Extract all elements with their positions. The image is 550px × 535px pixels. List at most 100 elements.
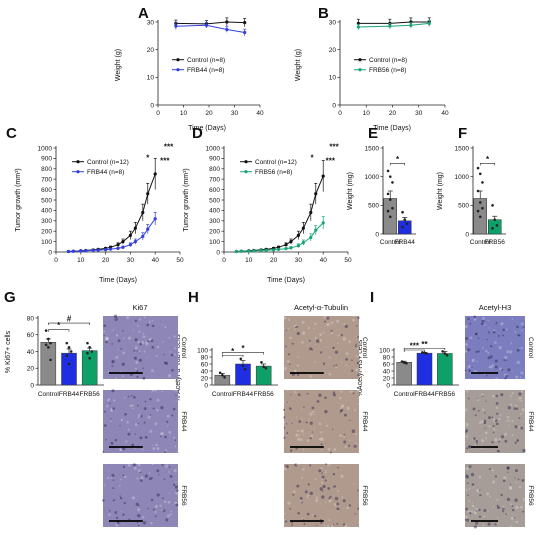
ihc-texture-dot [175, 451, 177, 453]
ihc-texture-dot [156, 447, 160, 451]
ihc-texture-dot [357, 373, 360, 377]
ihc-texture-dot [108, 513, 111, 516]
ihc-texture-dot [481, 346, 484, 349]
ihc-texture-dot [295, 324, 297, 327]
y-tick-label-C: 100 [41, 239, 52, 246]
ihc-texture-dot [324, 320, 327, 323]
ihc-texture-dot [497, 522, 499, 525]
ihc-texture-dot [156, 345, 160, 349]
ihc-texture-dot [122, 523, 125, 526]
ihc-texture-dot [494, 321, 498, 325]
y-tick-label-B: 20 [329, 47, 337, 54]
data-point-C [116, 243, 120, 247]
ihc-texture-dot [161, 509, 164, 512]
ihc-texture-dot [314, 514, 317, 518]
data-point-G [90, 350, 94, 353]
ihc-texture-dot [346, 406, 350, 410]
ihc-texture-dot [329, 451, 332, 454]
data-point-D [252, 249, 256, 253]
ihc-texture-dot [353, 315, 356, 318]
ihc-texture-dot [149, 429, 153, 433]
ihc-texture-dot [160, 432, 163, 436]
legend-label-C: FRB44 (n=8) [87, 169, 124, 176]
ihc-texture-dot [496, 516, 499, 519]
ihc-texture-dot [136, 324, 139, 327]
ihc-texture-dot [164, 361, 169, 365]
ihc-texture-dot [507, 471, 509, 473]
stain-row-label-H: Control [361, 337, 368, 359]
ihc-texture-dot [465, 422, 469, 426]
ihc-texture-dot [291, 422, 293, 425]
category-label-G: FRB56 [80, 391, 101, 398]
y-tick-label-E: 1000 [365, 174, 380, 181]
y-tick-label-H: 100 [197, 347, 208, 354]
y-tick-label-D: 300 [209, 218, 220, 225]
ihc-texture-dot [164, 451, 167, 453]
ihc-texture-dot [136, 375, 139, 378]
ihc-texture-dot [163, 354, 165, 356]
ihc-texture-dot [137, 404, 139, 407]
ihc-texture-dot [343, 413, 347, 417]
ihc-texture-dot [294, 328, 296, 331]
ihc-texture-dot [308, 495, 311, 498]
ihc-texture-dot [114, 501, 116, 503]
ihc-texture-dot [302, 434, 305, 436]
ihc-texture-dot [150, 369, 155, 373]
data-point-C [153, 172, 157, 176]
y-tick-label-C: 400 [41, 208, 52, 215]
x-axis-label-C: Time (Days) [99, 277, 137, 284]
ihc-texture-dot [172, 407, 176, 411]
ihc-texture-dot [136, 477, 139, 480]
ihc-texture-dot [477, 337, 480, 340]
data-point-C [121, 245, 125, 249]
bar-I-FRB56 [437, 353, 453, 386]
ihc-texture-dot [132, 463, 136, 467]
panel-letter-A: A [138, 5, 149, 22]
ihc-texture-dot [507, 406, 511, 410]
ihc-texture-dot [127, 395, 130, 398]
ihc-texture-dot [150, 476, 153, 480]
category-label-I: Control [394, 391, 416, 398]
ihc-texture-dot [108, 370, 110, 373]
ihc-texture-dot [332, 347, 335, 349]
ihc-texture-dot [479, 489, 481, 491]
ihc-texture-dot [292, 493, 295, 496]
ihc-texture-dot [161, 324, 163, 326]
ihc-texture-dot [142, 521, 147, 525]
ihc-texture-dot [353, 409, 357, 412]
ihc-texture-dot [352, 318, 355, 322]
ihc-texture-dot [318, 469, 322, 473]
ihc-texture-dot [175, 503, 179, 507]
ihc-texture-dot [102, 499, 105, 502]
ihc-texture-dot [351, 390, 354, 393]
ihc-texture-dot [122, 337, 125, 339]
ihc-texture-dot [133, 395, 136, 399]
y-tick-label-G: 80 [27, 315, 35, 322]
ihc-texture-dot [484, 324, 486, 326]
ihc-texture-dot [319, 487, 323, 491]
ihc-texture-dot [357, 402, 360, 405]
ihc-texture-dot [156, 398, 160, 402]
data-point-F [491, 226, 494, 230]
ihc-texture-dot [162, 341, 165, 343]
data-point-D [239, 249, 243, 253]
ihc-texture-dot [143, 407, 147, 411]
ihc-texture-dot [336, 319, 340, 323]
ihc-texture-dot [137, 340, 141, 344]
ihc-texture-dot [117, 348, 119, 350]
ihc-texture-dot [109, 402, 111, 405]
ihc-texture-dot [175, 481, 177, 483]
ihc-texture-dot [515, 505, 519, 510]
ihc-texture-dot [133, 466, 137, 470]
ihc-texture-dot [516, 348, 520, 352]
data-point-G [69, 350, 73, 353]
ihc-texture-dot [476, 489, 480, 493]
x-tick-label-A: 40 [256, 110, 264, 117]
ihc-texture-dot [320, 437, 324, 442]
ihc-texture-dot [326, 323, 329, 326]
ihc-texture-dot [466, 424, 469, 427]
y-axis-label-A: Weight (g) [115, 49, 122, 81]
ihc-texture-dot [472, 437, 476, 440]
ihc-texture-dot [111, 389, 115, 393]
ihc-texture-dot [134, 423, 138, 427]
